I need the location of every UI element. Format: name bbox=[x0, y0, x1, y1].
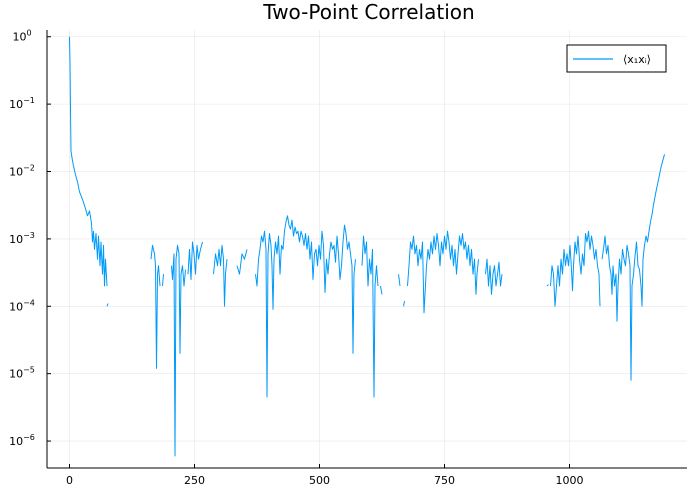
series-line-segment bbox=[403, 300, 405, 307]
series-line-segment bbox=[550, 230, 601, 307]
y-tick-label: 10−4 bbox=[9, 298, 35, 313]
chart-title: Two-Point Correlation bbox=[262, 0, 474, 24]
y-tick-labels: 100 10−1 10−2 10−3 10−4 10−5 10−6 bbox=[9, 29, 51, 448]
series-line-segment bbox=[398, 274, 401, 287]
y-tick-label: 10−5 bbox=[9, 366, 35, 381]
series-line-segment bbox=[361, 235, 379, 398]
y-tick-label: 10−6 bbox=[9, 433, 35, 448]
legend: ⟨x₁xᵢ⟩ bbox=[566, 44, 667, 73]
x-tick-labels: 0 250 500 750 1000 bbox=[66, 464, 584, 487]
series-line-segment bbox=[255, 215, 356, 398]
y-tick-label: 10−2 bbox=[9, 164, 35, 179]
series-line-segment bbox=[187, 241, 203, 280]
y-tick-label: 10−3 bbox=[9, 231, 35, 246]
series-line-segment bbox=[601, 154, 665, 381]
series-line-segment bbox=[236, 249, 248, 275]
series-line-segment bbox=[150, 244, 161, 369]
series-line-segment bbox=[162, 274, 164, 287]
series-line-segment bbox=[546, 284, 549, 287]
x-tick-label: 750 bbox=[434, 474, 455, 487]
x-tick-label: 250 bbox=[184, 474, 205, 487]
x-tick-label: 1000 bbox=[556, 474, 584, 487]
x-tick-label: 0 bbox=[66, 474, 73, 487]
legend-label: ⟨x₁xᵢ⟩ bbox=[623, 53, 651, 66]
series-layer bbox=[69, 36, 665, 457]
series-line-segment bbox=[106, 303, 109, 307]
x-tick-label: 500 bbox=[309, 474, 330, 487]
series-line-segment bbox=[171, 244, 186, 457]
series-line-segment bbox=[69, 36, 108, 287]
y-tick-label: 100 bbox=[12, 29, 31, 44]
y-tick-label: 10−1 bbox=[9, 96, 35, 111]
series-line-segment bbox=[380, 285, 383, 295]
series-line-segment bbox=[213, 244, 228, 307]
series-line-segment bbox=[407, 230, 479, 314]
series-line-segment bbox=[485, 258, 503, 295]
